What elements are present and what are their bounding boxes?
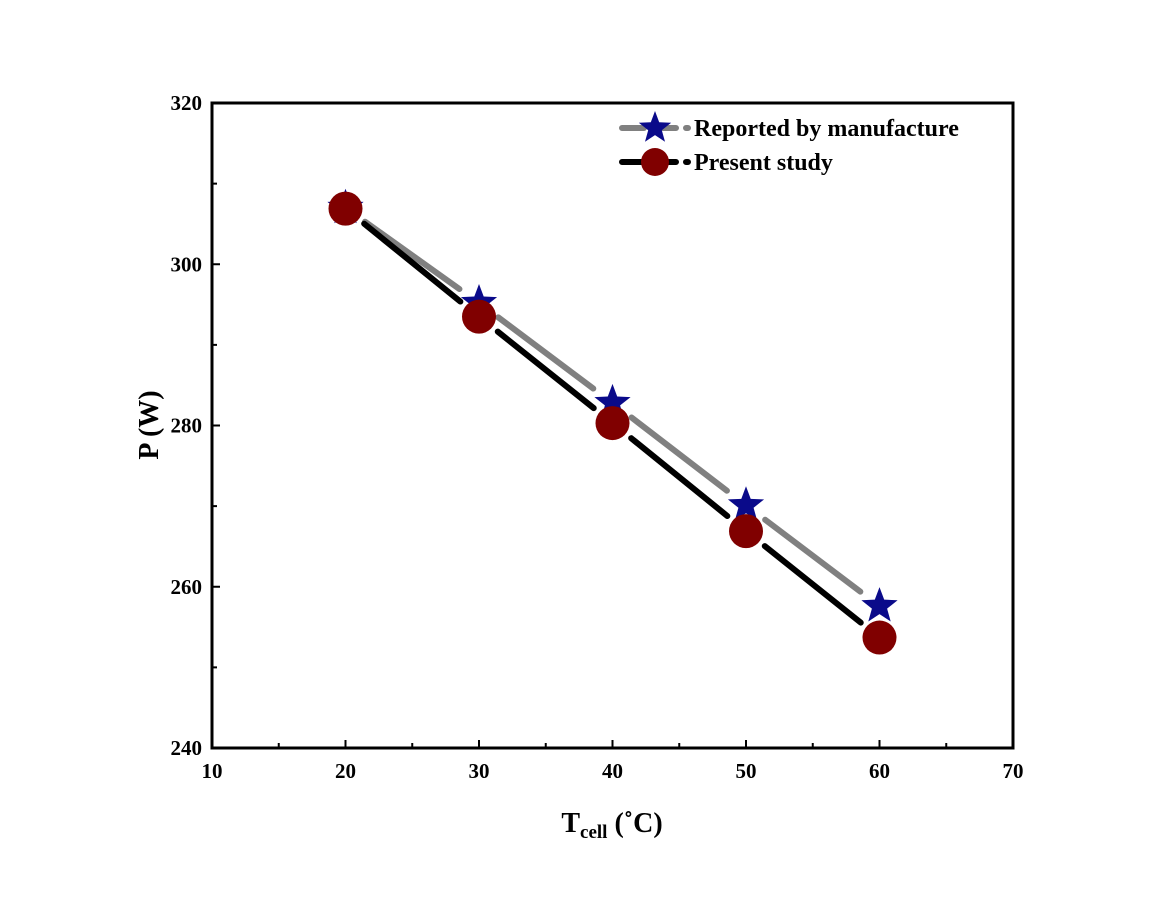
circle-marker xyxy=(328,191,363,226)
series-line-segment xyxy=(762,516,864,595)
circle-marker xyxy=(729,514,763,549)
y-tick-label: 240 xyxy=(171,736,203,760)
x-tick-label: 20 xyxy=(335,759,356,783)
series-line-segment xyxy=(494,328,597,412)
series-line-segment xyxy=(362,218,463,293)
x-tick-label: 60 xyxy=(869,759,890,783)
legend: Reported by manufacture Present study xyxy=(619,111,959,176)
legend-label: Present study xyxy=(694,150,833,176)
series-line-segment xyxy=(628,414,730,494)
series-markers xyxy=(327,188,898,655)
star-marker xyxy=(727,486,765,521)
series-line-segment xyxy=(361,220,464,305)
y-tick-label: 300 xyxy=(171,252,203,276)
x-tick-label: 10 xyxy=(202,759,223,783)
x-tick-label: 30 xyxy=(469,759,490,783)
x-tick-label: 40 xyxy=(602,759,623,783)
series-line-segment xyxy=(495,314,597,392)
x-axis-label: Tcell (˚C) xyxy=(561,808,662,843)
legend-label: Reported by manufacture xyxy=(694,116,959,142)
y-tick-label: 280 xyxy=(171,414,203,438)
star-marker xyxy=(861,587,898,622)
series-line-segment xyxy=(761,543,864,626)
y-axis-label: P (W) xyxy=(134,390,165,459)
series-lines xyxy=(361,218,864,626)
x-tick-label: 50 xyxy=(736,759,757,783)
series-line-segment xyxy=(628,435,731,520)
y-tick-label: 260 xyxy=(171,575,203,599)
legend-circle-marker xyxy=(641,148,669,176)
circle-marker xyxy=(862,620,897,655)
legend-star-marker xyxy=(638,111,672,142)
y-tick-label: 320 xyxy=(171,91,203,115)
axis-ticks: 10 20 30 40 50 60 70 240 260 280 300 320 xyxy=(171,91,1024,783)
circle-marker xyxy=(462,299,496,334)
star-marker xyxy=(594,383,631,419)
circle-marker xyxy=(595,406,630,441)
x-tick-label: 70 xyxy=(1003,759,1024,783)
